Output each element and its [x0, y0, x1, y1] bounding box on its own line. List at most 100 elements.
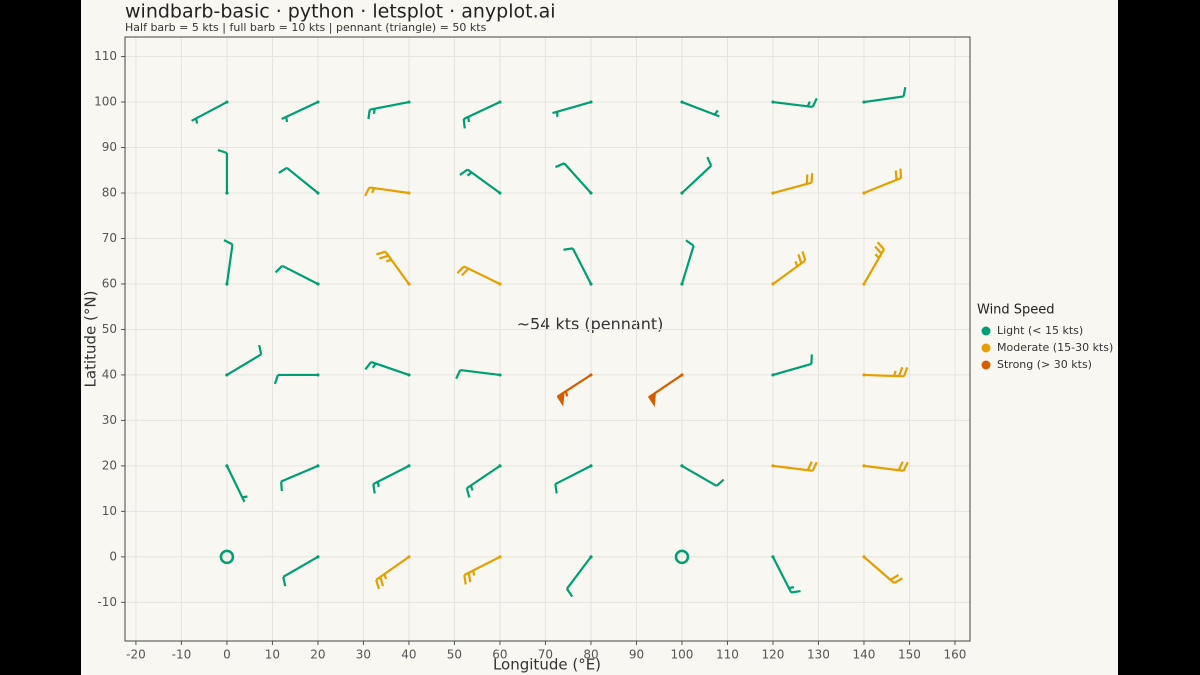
station	[862, 100, 866, 104]
y-tick-label: 60	[102, 276, 117, 290]
full-barb	[376, 250, 386, 256]
full-barb	[715, 478, 725, 487]
staff	[681, 164, 712, 194]
calm-circle	[674, 549, 690, 565]
wind-barb	[274, 264, 320, 286]
wind-barb	[771, 354, 813, 377]
full-barb	[274, 265, 284, 274]
half-barb	[794, 261, 799, 267]
station	[589, 464, 593, 468]
y-tick-label: 10	[102, 504, 117, 518]
station	[225, 100, 229, 104]
full-barb	[223, 239, 233, 246]
station	[680, 373, 684, 377]
half-barb	[285, 116, 289, 123]
wind-barb	[273, 373, 320, 385]
wind-barb	[376, 250, 411, 286]
staff	[372, 464, 410, 486]
full-barb	[897, 366, 904, 377]
full-barb	[455, 369, 462, 380]
wind-barb	[225, 464, 248, 503]
staff	[563, 162, 592, 194]
wind-barb	[680, 239, 695, 286]
station	[771, 373, 775, 377]
half-barb	[472, 570, 476, 576]
half-barb	[194, 118, 199, 124]
y-tick-label: 100	[94, 95, 117, 109]
station	[225, 191, 229, 195]
station	[771, 282, 775, 286]
staff	[369, 186, 410, 195]
full-barb	[876, 241, 885, 251]
staff	[384, 250, 410, 285]
half-barb	[372, 108, 376, 115]
staff	[772, 362, 812, 376]
half-barb	[386, 258, 392, 263]
full-barb	[899, 168, 903, 179]
wind-barb	[219, 549, 235, 565]
staff	[191, 101, 228, 122]
full-barb	[790, 589, 801, 594]
staff	[571, 247, 592, 285]
wind-barb	[862, 461, 909, 472]
legend-label: Light (< 15 kts)	[997, 324, 1083, 337]
station	[316, 464, 320, 468]
staff	[863, 373, 904, 378]
wind-barb	[364, 186, 411, 197]
station	[407, 464, 411, 468]
station	[316, 555, 320, 559]
station	[498, 555, 502, 559]
x-tick-label: 20	[310, 648, 325, 662]
station	[407, 282, 411, 286]
staff	[225, 244, 234, 285]
station	[680, 191, 684, 195]
full-barb	[563, 247, 573, 251]
half-barb	[376, 481, 380, 488]
wind-barb	[463, 555, 502, 585]
station	[589, 282, 593, 286]
x-tick-label: 130	[807, 648, 830, 662]
wind-barb	[455, 368, 502, 380]
wind-barb	[280, 464, 320, 492]
station	[225, 373, 229, 377]
station	[862, 373, 866, 377]
x-tick-label: -10	[172, 648, 192, 662]
staff	[863, 464, 904, 472]
pennant	[648, 391, 657, 408]
full-barb	[372, 483, 376, 494]
wind-barb	[281, 100, 320, 123]
x-tick-label: 120	[762, 648, 785, 662]
full-barb	[280, 481, 283, 492]
staff	[369, 100, 410, 111]
station	[862, 555, 866, 559]
wind-barb	[554, 464, 593, 494]
full-barb	[874, 245, 883, 255]
full-barb	[797, 254, 803, 264]
station	[771, 191, 775, 195]
station	[771, 100, 775, 104]
staff	[863, 176, 902, 195]
half-barb	[466, 171, 473, 177]
staff	[552, 100, 592, 115]
wind-barb	[771, 173, 814, 195]
station	[589, 100, 593, 104]
staff	[463, 101, 501, 120]
staff	[681, 101, 720, 118]
wind-barb	[372, 464, 411, 494]
full-barb	[282, 576, 287, 587]
wind-barb	[862, 168, 903, 195]
full-barb	[378, 254, 389, 260]
wind-barb	[771, 555, 801, 594]
half-barb	[371, 362, 377, 369]
x-tick-label: 60	[492, 648, 507, 662]
station	[771, 555, 775, 559]
half-barb	[713, 109, 719, 116]
full-barb	[685, 239, 695, 247]
half-barb	[806, 101, 811, 107]
full-barb	[258, 344, 263, 355]
wind-barb	[278, 166, 320, 195]
full-barb	[364, 186, 371, 197]
full-barb	[801, 251, 807, 261]
plot-frame	[124, 36, 971, 642]
wind-barb	[555, 162, 593, 195]
